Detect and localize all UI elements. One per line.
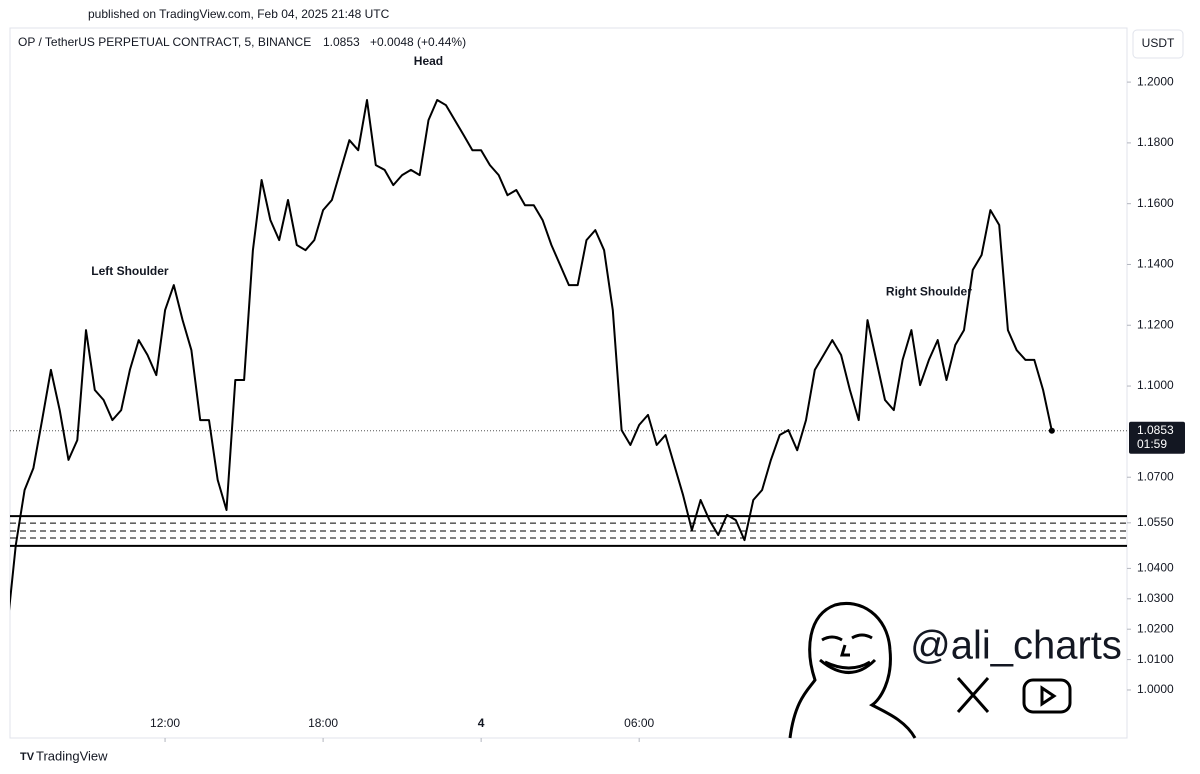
- brand: TradingView: [36, 748, 108, 763]
- header-change: +0.0048 (+0.44%): [370, 35, 466, 49]
- y-tick-label: 1.1200: [1137, 317, 1174, 331]
- y-tick-label: 1.0000: [1137, 682, 1174, 696]
- y-tick-label: 1.2000: [1137, 74, 1174, 88]
- header-price: 1.0853: [323, 35, 360, 49]
- watermark: @ali_charts: [910, 624, 1122, 668]
- last-point: [1048, 427, 1055, 434]
- currency-button[interactable]: [1132, 29, 1184, 59]
- annotation: Right Shoulder: [886, 284, 972, 298]
- annotation: Head: [414, 54, 443, 68]
- plot-area: [10, 99, 1127, 611]
- x-tick-label: 12:00: [150, 716, 180, 730]
- watermark-face: [788, 602, 917, 739]
- y-tick-label: 1.1000: [1137, 378, 1174, 392]
- y-tick-label: 1.0100: [1137, 652, 1174, 666]
- y-tick-label: 1.0400: [1137, 561, 1174, 575]
- plot-frame: [9, 27, 1128, 739]
- x-tick-label: 06:00: [624, 716, 654, 730]
- chart-title: OP / TetherUS PERPETUAL CONTRACT, 5, BIN…: [18, 35, 311, 49]
- y-tick-label: 1.1600: [1137, 196, 1174, 210]
- brand-logo: TV: [20, 751, 35, 763]
- y-tick-label: 1.1800: [1137, 135, 1174, 149]
- price-label-box: [1129, 421, 1185, 454]
- countdown: 01:59: [1137, 437, 1167, 451]
- y-tick-label: 1.0300: [1137, 591, 1174, 605]
- annotation: Left Shoulder: [91, 264, 169, 278]
- y-tick-label: 1.0200: [1137, 621, 1174, 635]
- published-note: published on TradingView.com, Feb 04, 20…: [88, 7, 390, 21]
- y-tick-label: 1.1400: [1137, 257, 1174, 271]
- x-tick-label: 18:00: [308, 716, 338, 730]
- price-line-series: [10, 99, 1053, 611]
- price-label: 1.0853: [1137, 423, 1174, 437]
- x-icon: [956, 677, 990, 713]
- y-tick-label: 1.0550: [1137, 515, 1174, 529]
- y-tick-label: 1.0700: [1137, 469, 1174, 483]
- x-tick-label: 4: [478, 716, 485, 730]
- currency-label: USDT: [1142, 36, 1175, 50]
- youtube-icon: [1022, 678, 1072, 714]
